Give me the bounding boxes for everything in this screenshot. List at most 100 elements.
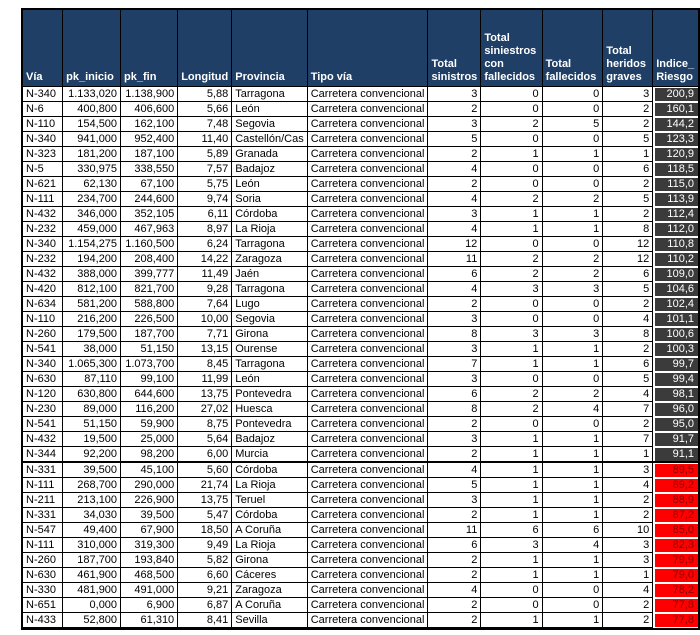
table-row: N-340 1.154,275 1.160,500 6,24 Tarragona Carr… [23,237,698,252]
cell-pk_inicio: 581,200 [63,297,122,312]
cell-pk_fin: 399,777 [121,267,179,282]
cell-total_heridos_graves: 2 [603,598,654,613]
cell-total_fallecidos: 0 [542,177,604,192]
cell-indice_riesgo: 144,2 [653,117,698,132]
cell-provincia: Huesca [232,402,308,417]
cell-indice_riesgo: 200,9 [653,87,698,102]
cell-pk_inicio: 87,110 [63,372,122,387]
table-row: N-260 179,500 187,700 7,71 Girona Carretera c… [23,327,698,342]
cell-total_heridos_graves: 5 [603,132,654,147]
cell-via: N-630 [23,568,64,583]
cell-provincia: La Rioja [232,538,308,553]
cell-total_sinistros: 11 [428,523,482,538]
cell-total_siniestros_con_fallecidos: 3 [481,282,543,297]
cell-total_siniestros_con_fallecidos: 0 [481,417,543,432]
cell-indice_riesgo: 82,3 [653,538,698,553]
cell-total_siniestros_con_fallecidos: 2 [481,252,543,267]
cell-total_siniestros_con_fallecidos: 0 [481,312,543,327]
cell-provincia: Girona [232,553,308,568]
cell-pk_fin: 1.073,700 [121,357,179,372]
cell-total_heridos_graves: 3 [603,553,654,568]
cell-pk_inicio: 181,200 [63,147,122,162]
cell-pk_inicio: 52,800 [63,613,122,628]
cell-tipo_via: Carretera convencional [307,432,429,447]
risk-index-value: 89,5 [655,464,698,477]
cell-total_siniestros_con_fallecidos: 3 [481,538,543,553]
road-risk-table: Vía pk_inicio pk_fin Longitud Provincia Tipo … [23,10,698,628]
cell-pk_inicio: 1.133,020 [63,87,122,102]
cell-tipo_via: Carretera convencional [307,508,429,523]
cell-via: N-5 [23,162,64,177]
cell-total_fallecidos: 1 [542,147,604,162]
cell-total_sinistros: 7 [428,357,482,372]
cell-tipo_via: Carretera convencional [307,207,429,222]
cell-total_fallecidos: 2 [542,267,604,282]
cell-total_fallecidos: 1 [542,447,604,463]
cell-total_heridos_graves: 7 [603,402,654,417]
cell-total_fallecidos: 0 [542,372,604,387]
cell-pk_fin: 644,600 [121,387,179,402]
cell-total_sinistros: 8 [428,402,482,417]
table-row: N-621 62,130 67,100 5,75 León Carretera conve… [23,177,698,192]
table-row: N-340 1.133,020 1.138,900 5,88 Tarragona Carr… [23,87,698,102]
risk-index-value: 98,1 [655,388,698,401]
cell-total_siniestros_con_fallecidos: 1 [481,463,543,478]
cell-total_siniestros_con_fallecidos: 1 [481,342,543,357]
cell-total_heridos_graves: 1 [603,568,654,583]
cell-total_fallecidos: 0 [542,237,604,252]
cell-longitud: 7,48 [178,117,233,132]
cell-provincia: Castellón/Cas [232,132,308,147]
table-row: N-541 51,150 59,900 8,75 Pontevedra Carretera… [23,417,698,432]
cell-pk_fin: 59,900 [121,417,179,432]
cell-tipo_via: Carretera convencional [307,493,429,508]
cell-longitud: 8,41 [178,613,233,628]
cell-pk_fin: 468,500 [121,568,179,583]
cell-total_siniestros_con_fallecidos: 1 [481,508,543,523]
cell-tipo_via: Carretera convencional [307,372,429,387]
risk-index-value: 110,2 [655,253,698,266]
cell-total_fallecidos: 2 [542,192,604,207]
cell-indice_riesgo: 98,1 [653,387,698,402]
cell-total_heridos_graves: 2 [603,342,654,357]
cell-provincia: Pontevedra [232,387,308,402]
cell-total_siniestros_con_fallecidos: 0 [481,102,543,117]
cell-pk_fin: 39,500 [121,508,179,523]
cell-provincia: Pontevedra [232,417,308,432]
cell-total_sinistros: 3 [428,87,482,102]
cell-total_fallecidos: 1 [542,207,604,222]
cell-tipo_via: Carretera convencional [307,417,429,432]
cell-total_heridos_graves: 2 [603,417,654,432]
cell-provincia: León [232,372,308,387]
risk-index-value: 104,6 [655,283,698,296]
cell-tipo_via: Carretera convencional [307,312,429,327]
cell-total_fallecidos: 4 [542,402,604,417]
table-row: N-110 216,200 226,500 10,00 Segovia Carretera… [23,312,698,327]
cell-longitud: 7,71 [178,327,233,342]
cell-indice_riesgo: 99,7 [653,357,698,372]
cell-indice_riesgo: 89,5 [653,463,698,478]
cell-provincia: Girona [232,327,308,342]
risk-index-value: 113,9 [655,193,698,206]
cell-longitud: 11,99 [178,372,233,387]
cell-tipo_via: Carretera convencional [307,478,429,493]
table-row: N-330 481,900 491,000 9,21 Zaragoza Carretera… [23,583,698,598]
cell-longitud: 8,97 [178,222,233,237]
column-header-longitud: Longitud [178,10,233,87]
cell-total_heridos_graves: 6 [603,357,654,372]
cell-tipo_via: Carretera convencional [307,568,429,583]
cell-indice_riesgo: 101,1 [653,312,698,327]
cell-indice_riesgo: 95,0 [653,417,698,432]
cell-indice_riesgo: 104,6 [653,282,698,297]
cell-total_siniestros_con_fallecidos: 6 [481,523,543,538]
cell-longitud: 13,75 [178,387,233,402]
cell-total_heridos_graves: 4 [603,583,654,598]
cell-indice_riesgo: 112,0 [653,222,698,237]
cell-total_sinistros: 3 [428,493,482,508]
cell-tipo_via: Carretera convencional [307,613,429,628]
cell-provincia: Tarragona [232,357,308,372]
cell-total_heridos_graves: 2 [603,102,654,117]
table-row: N-340 941,000 952,400 11,40 Castellón/Cas Car… [23,132,698,147]
cell-via: N-110 [23,117,64,132]
cell-pk_fin: 208,400 [121,252,179,267]
cell-provincia: Zaragoza [232,583,308,598]
